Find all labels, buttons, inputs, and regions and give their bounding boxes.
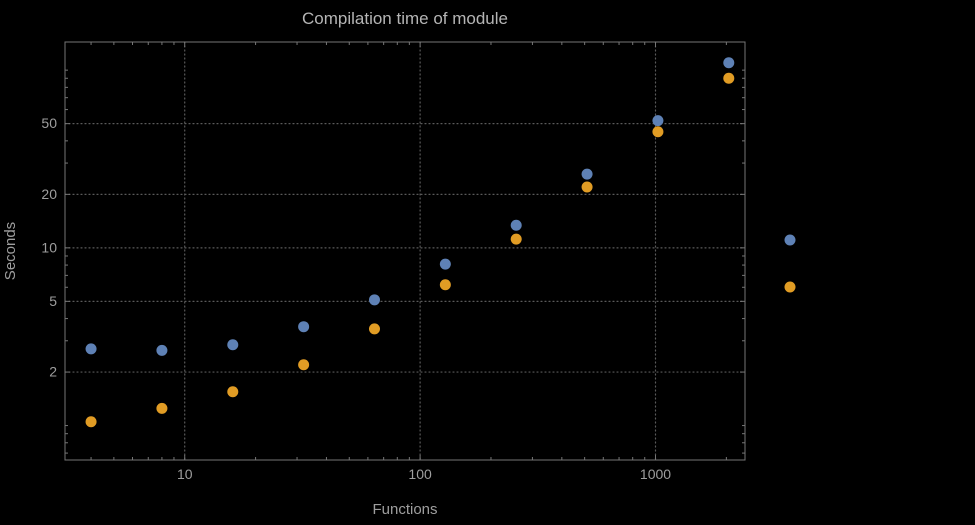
y-tick-label: 2: [49, 364, 57, 380]
data-point-series-1-blue: [368, 294, 380, 306]
x-tick-label: 100: [408, 466, 432, 482]
legend-marker: [784, 234, 796, 246]
data-point-series-1-blue: [156, 344, 168, 356]
tick-labels: 10 100 1000 2 5 10 20 50: [41, 115, 671, 482]
y-tick-label: 20: [41, 186, 57, 202]
y-tick-label: 50: [41, 115, 57, 131]
data-point-series-2-orange: [85, 416, 97, 428]
data-point-series-1-blue: [85, 343, 97, 355]
tick-layer: [65, 42, 745, 460]
plot-frame: [64, 41, 746, 461]
grid-layer: [64, 41, 746, 461]
legend-marker: [784, 281, 796, 293]
y-axis-label: Seconds: [2, 222, 19, 280]
data-point-series-1-blue: [227, 339, 239, 351]
data-point-series-2-orange: [156, 402, 168, 414]
data-point-series-2-orange: [510, 233, 522, 245]
data-point-series-2-orange: [652, 126, 664, 138]
data-points: [85, 57, 735, 428]
data-point-series-2-orange: [439, 279, 451, 291]
x-tick-label: 1000: [640, 466, 671, 482]
data-point-series-1-blue: [510, 219, 522, 231]
data-point-series-2-orange: [723, 72, 735, 84]
x-axis-label: Functions: [372, 501, 437, 518]
data-point-series-2-orange: [298, 359, 310, 371]
data-point-series-2-orange: [581, 181, 593, 193]
frame-rect: [64, 41, 746, 461]
data-point-series-1-blue: [439, 258, 451, 270]
data-point-series-2-orange: [227, 386, 239, 398]
y-tick-label: 10: [41, 239, 57, 255]
chart-title: Compilation time of module: [302, 9, 508, 28]
x-tick-label: 10: [177, 466, 193, 482]
data-point-series-1-blue: [652, 115, 664, 127]
data-point-series-2-orange: [368, 323, 380, 335]
data-point-series-1-blue: [581, 168, 593, 180]
legend: [784, 234, 796, 293]
data-point-series-1-blue: [298, 321, 310, 333]
data-point-series-1-blue: [723, 57, 735, 69]
y-tick-label: 5: [49, 293, 57, 309]
